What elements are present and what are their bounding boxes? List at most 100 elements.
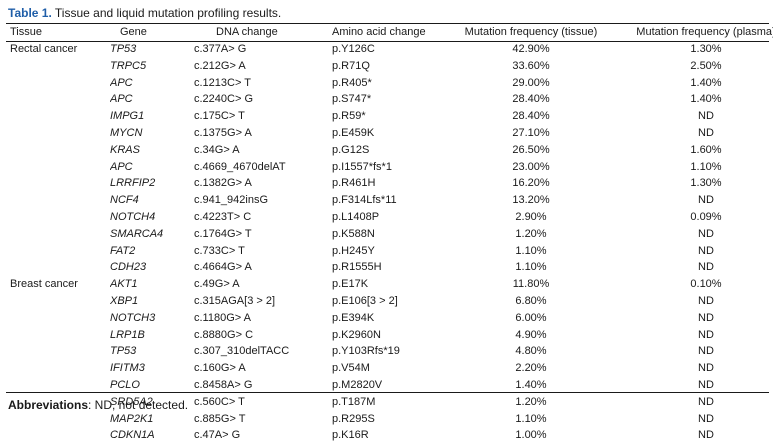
table-row: IFITM3 c.160G> A p.V54M 2.20% ND [6, 360, 773, 377]
cell-mutation-frequency-plasma: ND [698, 395, 714, 408]
table-row: CDH23 c.4664G> A p.R1555H 1.10% ND [6, 259, 773, 276]
cell-mutation-frequency-tissue: 1.10% [515, 261, 547, 274]
cell-dna-change: c.307_310delTACC [194, 345, 290, 358]
cell-amino-acid-change: p.I1557*fs*1 [332, 160, 392, 173]
cell-gene: KRAS [110, 143, 140, 156]
cell-gene: MYCN [110, 126, 143, 139]
cell-mutation-frequency-plasma: ND [698, 328, 714, 341]
header-dna-change: DNA change [216, 26, 278, 38]
cell-mutation-frequency-tissue: 2.90% [515, 210, 547, 223]
cell-mutation-frequency-tissue: 11.80% [512, 278, 550, 291]
cell-mutation-frequency-plasma: 0.10% [690, 278, 722, 291]
cell-dna-change: c.175C> T [194, 110, 245, 123]
table-row: KRAS c.34G> A p.G12S 26.50% 1.60% [6, 142, 773, 159]
table-row: SRD5A2 c.560C> T p.T187M 1.20% ND [6, 394, 773, 411]
header-mutation-frequency-plasma: Mutation frequency (plasma) [636, 26, 773, 38]
cell-tissue [6, 91, 110, 108]
cell-tissue [6, 310, 110, 327]
cell-amino-acid-change: p.R71Q [332, 59, 370, 72]
cell-tissue [6, 360, 110, 377]
cell-tissue [6, 159, 110, 176]
cell-mutation-frequency-plasma: ND [698, 311, 714, 324]
table-row: LRRFIP2 c.1382G> A p.R461H 16.20% 1.30% [6, 175, 773, 192]
header-rule [6, 41, 769, 42]
cell-gene: NOTCH3 [110, 311, 156, 324]
cell-gene: MAP2K1 [110, 412, 154, 425]
cell-dna-change: c.1382G> A [194, 177, 252, 190]
cell-mutation-frequency-plasma: ND [698, 194, 714, 207]
cell-mutation-frequency-tissue: 16.20% [512, 177, 550, 190]
cell-mutation-frequency-plasma: 0.09% [690, 210, 722, 223]
cell-mutation-frequency-plasma: ND [698, 244, 714, 257]
cell-dna-change: c.4664G> A [194, 261, 252, 274]
cell-gene: TRPC5 [110, 59, 147, 72]
header-tissue: Tissue [10, 26, 42, 38]
cell-gene: APC [110, 160, 133, 173]
cell-amino-acid-change: p.R405* [332, 76, 372, 89]
cell-dna-change: c.160G> A [194, 362, 246, 375]
cell-amino-acid-change: p.R1555H [332, 261, 382, 274]
cell-tissue [6, 411, 110, 428]
cell-amino-acid-change: p.L1408P [332, 210, 380, 223]
table-row: Rectal cancer TP53 c.377A> G p.Y126C 42.90% 1… [6, 41, 773, 58]
cell-amino-acid-change: p.E17K [332, 278, 369, 291]
table-row: TP53 c.307_310delTACC p.Y103Rfs*19 4.80% ND [6, 343, 773, 360]
footnote: Abbreviations: ND, not detected. [8, 398, 188, 412]
table-caption: Table 1. Tissue and liquid mutation prof… [8, 6, 281, 20]
cell-dna-change: c.377A> G [194, 43, 247, 55]
table-body: Rectal cancer TP53 c.377A> G p.Y126C 42.90% 1… [6, 41, 773, 444]
cell-amino-acid-change: p.G12S [332, 143, 370, 156]
cell-dna-change: c.560C> T [194, 395, 245, 408]
cell-mutation-frequency-tissue: 4.90% [515, 328, 547, 341]
cell-mutation-frequency-plasma: ND [698, 110, 714, 123]
cell-dna-change: c.49G> A [194, 278, 240, 291]
table-row: APC c.4669_4670delAT p.I1557*fs*1 23.00% 1.1… [6, 159, 773, 176]
cell-gene: TP53 [110, 43, 137, 55]
cell-mutation-frequency-tissue: 6.80% [515, 294, 547, 307]
cell-gene: IMPG1 [110, 110, 145, 123]
cell-gene: AKT1 [110, 278, 138, 291]
cell-dna-change: c.4669_4670delAT [194, 160, 286, 173]
cell-amino-acid-change: p.E459K [332, 126, 375, 139]
cell-amino-acid-change: p.V54M [332, 362, 370, 375]
cell-amino-acid-change: p.M2820V [332, 378, 383, 391]
footnote-label: Abbreviations [8, 398, 89, 412]
bottom-rule [6, 392, 769, 393]
cell-mutation-frequency-plasma: 1.40% [690, 93, 722, 106]
header-row: Tissue Gene DNA change Amino acid change… [6, 24, 773, 41]
table-row: MAP2K1 c.885G> T p.R295S 1.10% ND [6, 411, 773, 428]
cell-amino-acid-change: p.E106[3 > 2] [332, 294, 398, 307]
cell-tissue [6, 243, 110, 260]
cell-amino-acid-change: p.Y103Rfs*19 [332, 345, 400, 358]
cell-gene: IFITM3 [110, 362, 145, 375]
table-row: NOTCH4 c.4223T> C p.L1408P 2.90% 0.09% [6, 209, 773, 226]
cell-mutation-frequency-tissue: 13.20% [512, 194, 550, 207]
caption-text: Tissue and liquid mutation profiling res… [54, 6, 282, 20]
footnote-text: : ND, not detected. [88, 398, 189, 412]
cell-mutation-frequency-tissue: 26.50% [512, 143, 550, 156]
cell-gene: LRP1B [110, 328, 145, 341]
top-rule [6, 23, 769, 24]
cell-mutation-frequency-tissue: 1.20% [515, 227, 547, 240]
cell-gene: XBP1 [110, 294, 139, 307]
cell-mutation-frequency-plasma: 2.50% [690, 59, 722, 72]
cell-amino-acid-change: p.S747* [332, 93, 372, 106]
cell-mutation-frequency-tissue: 29.00% [512, 76, 550, 89]
cell-tissue [6, 343, 110, 360]
cell-dna-change: c.733C> T [194, 244, 245, 257]
cell-dna-change: c.885G> T [194, 412, 246, 425]
cell-mutation-frequency-tissue: 1.40% [515, 378, 547, 391]
cell-mutation-frequency-plasma: ND [698, 294, 714, 307]
cell-mutation-frequency-tissue: 27.10% [512, 126, 550, 139]
header-gene: Gene [120, 26, 147, 38]
cell-gene: NOTCH4 [110, 210, 156, 223]
cell-mutation-frequency-plasma: ND [698, 412, 714, 425]
cell-dna-change: c.1375G> A [194, 126, 252, 139]
cell-dna-change: c.8458A> G [194, 378, 253, 391]
cell-dna-change: c.315AGA[3 > 2] [194, 294, 276, 307]
cell-tissue [6, 142, 110, 159]
table-row: XBP1 c.315AGA[3 > 2] p.E106[3 > 2] 6.80% ND [6, 293, 773, 310]
cell-mutation-frequency-plasma: 1.40% [690, 76, 722, 89]
cell-dna-change: c.1180G> A [194, 311, 251, 324]
cell-tissue [6, 125, 110, 142]
